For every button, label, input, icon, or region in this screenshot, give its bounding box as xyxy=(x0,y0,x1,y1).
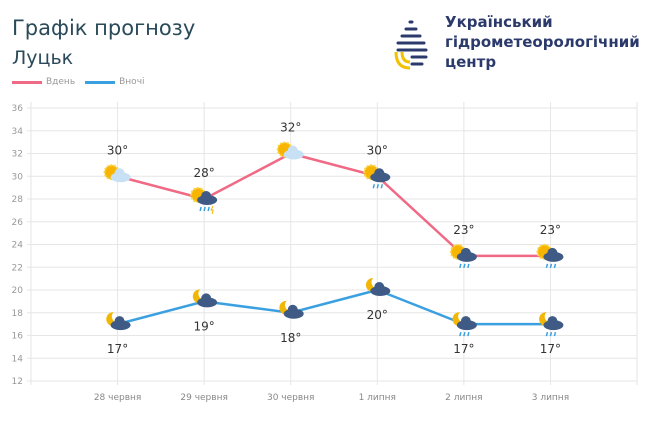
moon-cloud-icon xyxy=(279,300,304,319)
city-name: Луцьк xyxy=(12,47,74,69)
moon-cloud-icon xyxy=(106,312,131,331)
forecast-chart: 12 14 16 18 20 22 24 26 28 30 32 34 36 28 червня 29 че… xyxy=(12,102,638,403)
y-tick-label: 36 xyxy=(12,104,24,114)
data-label: 28° xyxy=(194,166,215,180)
y-tick-label: 30 xyxy=(12,172,24,182)
data-label: 17° xyxy=(107,342,128,356)
data-label: 17° xyxy=(453,342,474,356)
y-tick-label: 26 xyxy=(12,218,24,228)
y-tick-label: 24 xyxy=(12,241,24,251)
x-tick-label: 29 червня xyxy=(180,393,227,403)
y-tick-label: 16 xyxy=(12,332,24,342)
series-line-day xyxy=(117,152,551,258)
data-label: 30° xyxy=(367,143,388,157)
y-tick-label: 14 xyxy=(12,354,24,364)
x-tick-label: 30 червня xyxy=(267,393,314,403)
moon-cloud-icon xyxy=(365,277,391,296)
moon-rain-icon xyxy=(539,312,564,337)
sun-rain-icon xyxy=(449,243,477,269)
sun-thunderstorm-icon xyxy=(190,187,218,215)
sun-rain-icon xyxy=(363,164,391,189)
moon-rain-icon xyxy=(452,312,477,337)
x-tick-label: 3 липня xyxy=(532,393,569,403)
y-tick-label: 28 xyxy=(12,195,24,205)
sun-rain-icon xyxy=(536,243,564,269)
x-tick-label: 28 червня xyxy=(94,393,141,403)
legend: Вдень Вночі xyxy=(12,77,145,87)
sun-cloud-icon xyxy=(276,141,304,160)
legend-night[interactable]: Вночі xyxy=(119,77,145,87)
org-name: Український гідрометеорологічний центр xyxy=(445,12,640,72)
legend-swatch-night xyxy=(85,80,116,84)
org-line: Український xyxy=(445,13,553,31)
x-tick-label: 1 липня xyxy=(359,393,396,403)
y-tick-label: 32 xyxy=(12,150,23,160)
legend-swatch-day xyxy=(12,80,42,84)
moon-cloud-icon xyxy=(192,289,218,308)
page-title: Графік прогнозу xyxy=(12,16,196,40)
data-label: 23° xyxy=(453,223,474,237)
data-label: 17° xyxy=(540,342,561,356)
y-tick-label: 34 xyxy=(12,127,24,137)
ugmc-logo-icon xyxy=(394,20,428,70)
legend-day[interactable]: Вдень xyxy=(46,77,76,87)
y-tick-label: 12 xyxy=(12,377,23,387)
y-tick-label: 20 xyxy=(12,286,24,296)
y-tick-label: 22 xyxy=(12,263,23,273)
data-label: 32° xyxy=(280,121,301,135)
org-line: центр xyxy=(445,53,497,71)
data-label: 30° xyxy=(107,143,128,157)
y-tick-label: 18 xyxy=(12,309,24,319)
series-line-night xyxy=(117,288,551,326)
org-line: гідрометеорологічний xyxy=(445,33,640,51)
sun-cloud-icon xyxy=(103,164,131,183)
data-label: 20° xyxy=(367,308,388,322)
data-label: 18° xyxy=(280,331,301,345)
data-label: 19° xyxy=(194,319,215,333)
x-tick-label: 2 липня xyxy=(445,393,482,403)
data-label: 23° xyxy=(540,223,561,237)
